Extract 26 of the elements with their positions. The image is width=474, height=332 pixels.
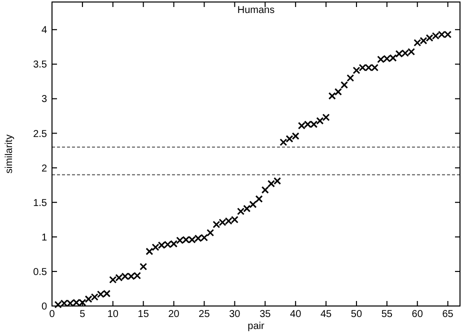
x-tick-label: 55 <box>381 309 393 320</box>
y-tick-label: 0 <box>41 302 48 312</box>
x-tick-label: 35 <box>260 309 272 320</box>
y-tick-label: 2 <box>41 163 48 174</box>
x-tick-label: 60 <box>412 309 424 320</box>
y-tick-label: 3 <box>41 94 48 106</box>
x-tick-label: 20 <box>168 309 180 320</box>
x-tick-label: 10 <box>107 309 119 320</box>
y-tick-label: 1 <box>41 232 48 244</box>
x-tick-label: 0 <box>49 309 56 320</box>
x-tick-label: 15 <box>138 309 150 320</box>
y-axis-title: similarity <box>4 134 15 174</box>
y-tick-label: 3.5 <box>33 60 48 71</box>
x-tick-label: 30 <box>229 309 241 320</box>
x-tick-label: 45 <box>320 309 332 320</box>
y-tick-label: 1.5 <box>33 198 48 209</box>
y-tick-label: 4 <box>41 25 48 36</box>
x-tick-label: 40 <box>290 309 302 320</box>
y-tick-label: 0.5 <box>33 266 48 278</box>
x-tick-label: 50 <box>350 309 362 320</box>
x-tick-label: 25 <box>198 309 210 320</box>
x-axis-title: pair <box>248 321 265 332</box>
chart-title: Humans <box>237 5 275 16</box>
x-tick-label: 5 <box>80 309 86 320</box>
x-tick-label: 65 <box>442 309 454 320</box>
y-tick-label: 2.5 <box>33 128 48 140</box>
